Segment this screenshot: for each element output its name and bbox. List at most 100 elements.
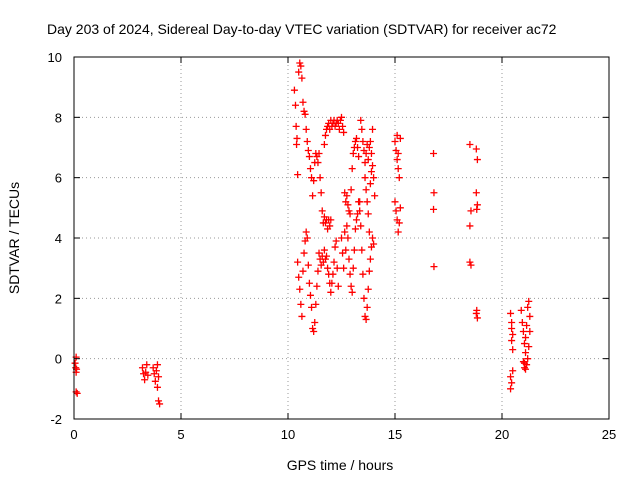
data-point xyxy=(144,371,152,379)
data-point xyxy=(524,355,532,363)
data-point xyxy=(473,314,481,322)
data-point xyxy=(156,400,164,408)
data-point xyxy=(155,373,163,381)
data-point xyxy=(519,328,527,336)
data-point xyxy=(356,207,364,215)
data-point xyxy=(314,267,322,275)
data-points xyxy=(71,59,534,408)
x-tick-label: 15 xyxy=(388,427,402,442)
data-point xyxy=(299,98,307,106)
data-point xyxy=(152,367,160,375)
data-point xyxy=(329,270,337,278)
data-point xyxy=(508,318,516,326)
y-tick-label: 0 xyxy=(55,352,62,367)
data-point xyxy=(328,279,336,287)
data-point xyxy=(298,74,306,82)
data-point xyxy=(396,204,404,212)
data-point xyxy=(304,261,312,269)
data-point xyxy=(343,192,351,200)
data-point xyxy=(331,122,339,130)
data-point xyxy=(359,270,367,278)
data-point xyxy=(472,189,480,197)
data-point xyxy=(313,282,321,290)
data-point xyxy=(293,140,301,148)
data-point xyxy=(351,225,359,233)
data-point xyxy=(395,219,403,227)
data-point xyxy=(370,240,378,248)
data-point xyxy=(348,165,356,173)
data-point xyxy=(352,134,360,142)
data-point xyxy=(309,325,317,332)
data-point xyxy=(153,361,161,369)
data-point xyxy=(348,288,356,296)
data-point xyxy=(321,131,329,139)
data-point xyxy=(305,279,313,287)
data-point xyxy=(310,177,318,185)
data-point xyxy=(508,337,516,345)
data-point xyxy=(303,137,311,145)
data-point xyxy=(466,258,474,266)
data-point xyxy=(357,222,365,230)
data-point xyxy=(291,101,299,109)
data-point xyxy=(338,113,345,121)
data-point xyxy=(430,150,438,158)
data-point xyxy=(331,243,339,251)
data-point xyxy=(306,165,314,173)
data-point xyxy=(473,306,481,314)
data-point xyxy=(323,252,331,260)
data-point xyxy=(508,379,516,387)
data-point xyxy=(316,174,324,182)
data-point xyxy=(320,246,328,254)
data-point xyxy=(361,159,369,167)
data-point xyxy=(311,318,319,326)
data-point xyxy=(526,312,534,320)
data-point xyxy=(342,246,350,254)
data-point xyxy=(138,364,146,372)
data-point xyxy=(301,110,309,118)
data-point xyxy=(293,134,301,142)
data-point xyxy=(298,312,306,320)
x-axis-label: GPS time / hours xyxy=(287,457,394,473)
data-point xyxy=(339,249,347,257)
data-point xyxy=(507,309,515,317)
data-point xyxy=(369,125,377,133)
data-point xyxy=(430,189,438,197)
data-point xyxy=(318,207,326,215)
data-point xyxy=(361,312,369,320)
data-point xyxy=(327,216,335,224)
data-point xyxy=(357,116,365,124)
data-point xyxy=(149,364,157,372)
data-point xyxy=(315,249,323,257)
data-point xyxy=(522,365,530,373)
data-point xyxy=(141,376,149,384)
y-tick-label: 4 xyxy=(55,231,62,246)
data-point xyxy=(522,334,530,342)
data-point xyxy=(520,340,528,348)
data-point xyxy=(430,263,438,271)
data-point xyxy=(371,192,379,200)
data-point xyxy=(309,192,317,200)
axis-ticks: 0 5 10 15 20 25 -2 0 2 4 6 8 10 xyxy=(48,50,617,442)
data-point xyxy=(321,219,329,227)
x-tick-label: 5 xyxy=(177,427,184,442)
data-point xyxy=(517,306,525,314)
data-point xyxy=(352,216,360,224)
data-point xyxy=(347,282,355,290)
data-point xyxy=(306,291,314,299)
data-point xyxy=(392,207,400,215)
data-point xyxy=(334,282,342,290)
data-point xyxy=(394,165,402,173)
data-point xyxy=(295,273,303,281)
data-point xyxy=(507,385,515,393)
data-point xyxy=(508,325,516,332)
data-point xyxy=(297,62,305,70)
data-point xyxy=(396,134,404,142)
data-point xyxy=(509,367,517,375)
data-point xyxy=(320,140,328,148)
data-point xyxy=(365,267,373,275)
data-point xyxy=(345,255,353,263)
data-point xyxy=(394,228,402,236)
data-point xyxy=(360,294,368,302)
data-point xyxy=(358,125,366,133)
